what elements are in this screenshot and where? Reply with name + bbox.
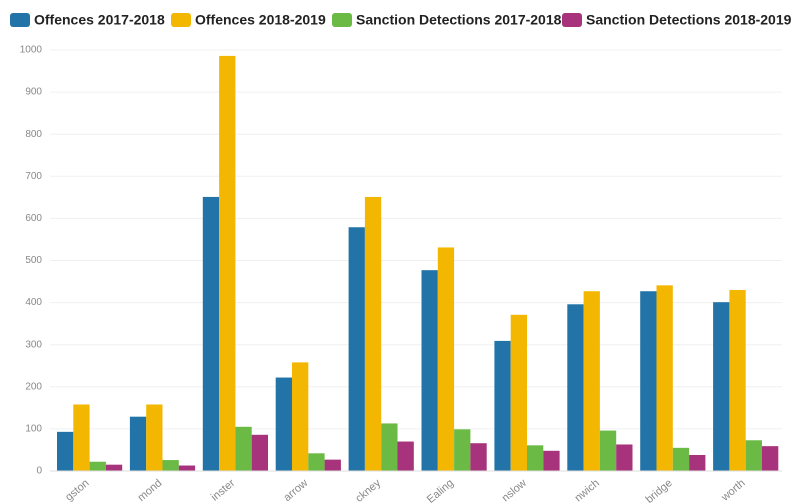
bar [275, 377, 292, 471]
bar [510, 314, 527, 471]
bar [470, 443, 487, 471]
bar [162, 460, 179, 471]
legend-label: Sanction Detections 2018-2019 [586, 12, 792, 28]
bar [219, 55, 236, 471]
bar [381, 423, 398, 471]
bar [745, 440, 762, 471]
bar [421, 270, 438, 471]
y-tick-label: 800 [25, 129, 42, 140]
bar [251, 434, 268, 471]
x-tick-label: worth [719, 477, 748, 504]
legend-label: Offences 2018-2019 [195, 12, 326, 28]
legend-swatch [171, 13, 191, 27]
y-tick-label: 200 [25, 381, 42, 392]
y-tick-label: 700 [25, 171, 42, 182]
bar [348, 227, 365, 471]
y-tick-label: 100 [25, 424, 42, 435]
bar [543, 450, 560, 471]
bar [616, 444, 633, 471]
x-tick-label: nwich [573, 477, 602, 504]
bar [494, 340, 511, 471]
x-tick-label: inster [209, 477, 238, 504]
bar [437, 247, 455, 471]
bar [689, 455, 706, 471]
legend-swatch [332, 13, 352, 27]
x-tick-label: gston [63, 477, 91, 503]
bar [454, 429, 471, 471]
bar [129, 416, 147, 471]
legend-swatch [562, 13, 582, 27]
y-tick-label: 1000 [20, 45, 43, 56]
bar [57, 431, 74, 471]
bar [324, 459, 341, 471]
legend-swatch [10, 13, 30, 27]
y-tick-label: 600 [25, 213, 42, 224]
bar [308, 453, 325, 471]
bar [583, 291, 600, 471]
bar [178, 465, 196, 471]
bar [762, 446, 779, 471]
bar [567, 304, 584, 471]
bar [397, 441, 414, 471]
x-tick-label: ckney [353, 477, 383, 504]
x-tick-label: Ealing [425, 477, 456, 504]
bar [105, 464, 123, 471]
y-tick-label: 300 [25, 339, 42, 350]
x-tick-label: bridge [644, 477, 675, 504]
bar [292, 362, 309, 471]
bar [713, 302, 730, 471]
bar [640, 291, 657, 471]
x-tick-label: mond [136, 477, 165, 504]
y-tick-label: 0 [36, 466, 42, 477]
bar [73, 404, 90, 471]
legend-label: Offences 2017-2018 [34, 12, 165, 28]
bar [364, 196, 382, 471]
x-tick-label: arrow [281, 477, 310, 504]
bar [656, 285, 673, 471]
bar [729, 289, 746, 471]
bar [672, 447, 690, 471]
bar [202, 196, 220, 471]
bar [89, 461, 106, 471]
y-tick-label: 900 [25, 87, 42, 98]
x-tick-label: nslow [500, 477, 529, 504]
bar [527, 445, 544, 471]
y-tick-label: 400 [25, 297, 42, 308]
bar [599, 430, 617, 471]
legend-label: Sanction Detections 2017-2018 [356, 12, 562, 28]
y-tick-label: 500 [25, 255, 42, 266]
bar [146, 404, 163, 471]
bar [235, 426, 252, 471]
